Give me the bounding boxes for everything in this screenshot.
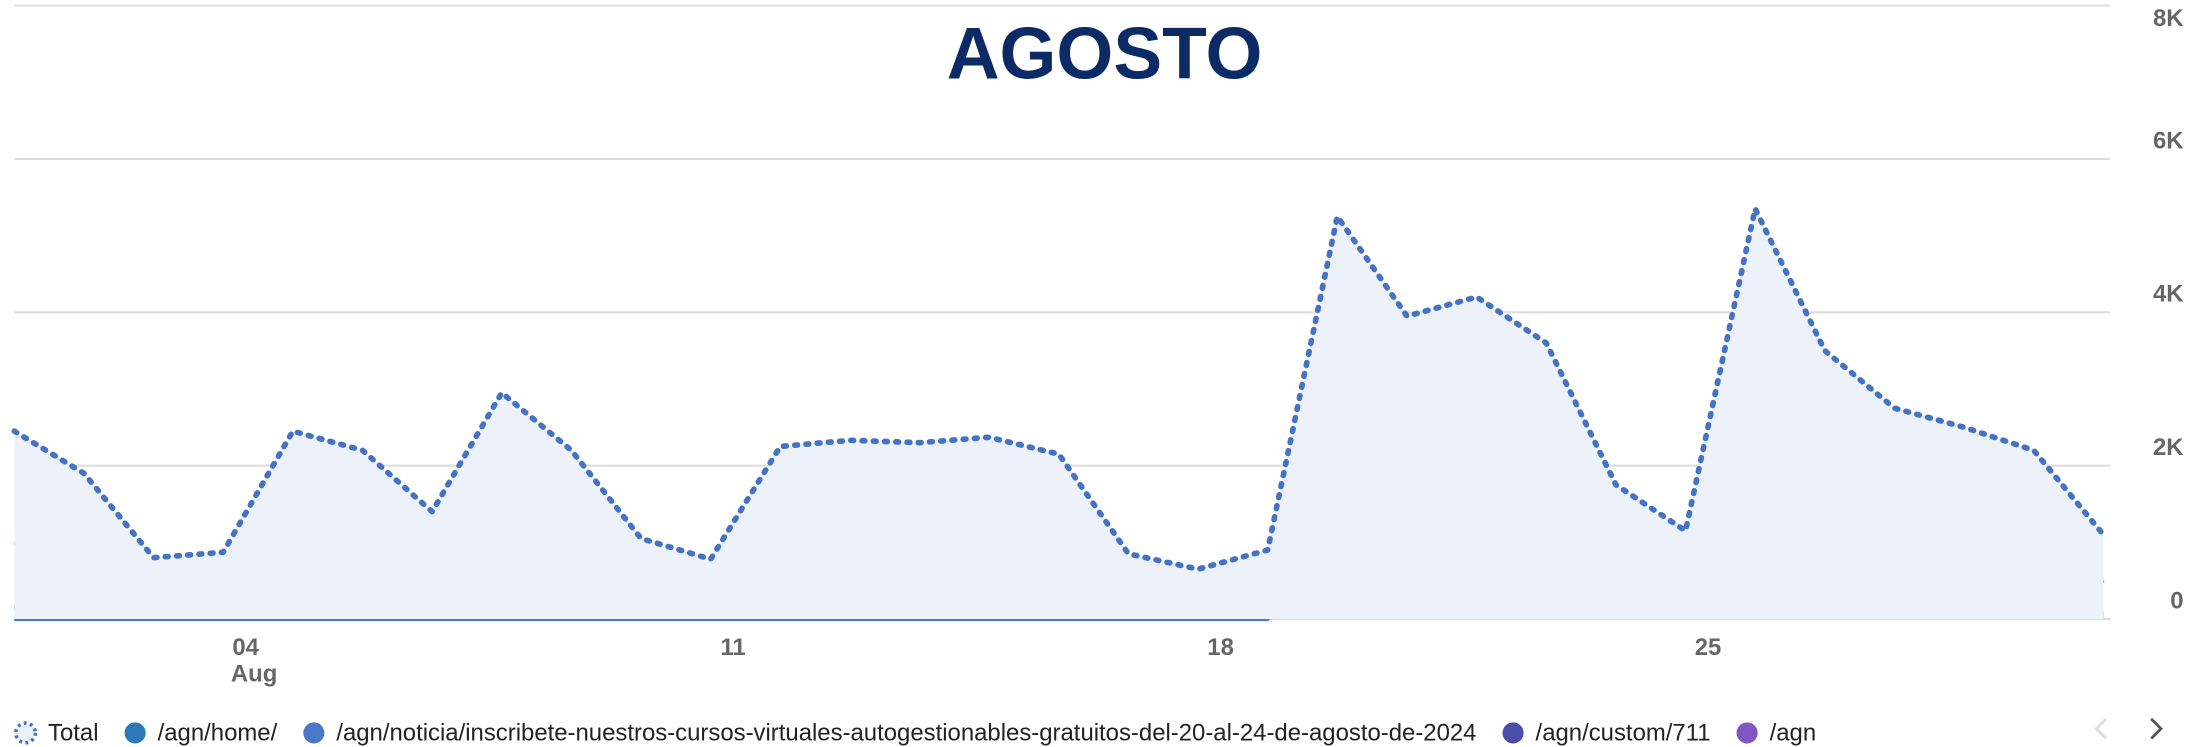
x-tick-label: 25	[1695, 634, 1722, 661]
y-tick-label: 0	[2170, 587, 2183, 614]
legend-swatch	[303, 722, 325, 744]
legend-next[interactable]	[2150, 717, 2164, 740]
legend-label: /agn/noticia/inscribete-nuestros-cursos-…	[336, 720, 1476, 747]
legend-swatch	[13, 721, 38, 745]
legend-label: /agn/home/	[158, 720, 278, 747]
x-month-label: Aug	[231, 661, 277, 688]
x-tick-label: 11	[721, 634, 746, 661]
y-tick-label: 4K	[2153, 281, 2184, 308]
series-line	[11, 205, 2107, 572]
legend-label: /agn	[1770, 720, 1817, 747]
legend-label: Total	[48, 720, 98, 747]
chart-title: AGOSTO	[947, 12, 1263, 94]
legend-swatch	[1736, 722, 1758, 744]
y-tick-label: 2K	[2153, 434, 2184, 461]
x-tick-label: 18	[1207, 634, 1234, 661]
legend-swatch	[1502, 722, 1524, 744]
legend-prev[interactable]	[2094, 717, 2108, 740]
series-area	[14, 208, 2104, 619]
legend-fade	[1983, 710, 2062, 747]
y-tick-label: 6K	[2153, 127, 2184, 154]
y-tick-label: 8K	[2153, 5, 2184, 32]
x-tick-label: 04	[232, 634, 259, 661]
legend-swatch	[124, 722, 146, 744]
legend-label: /agn/custom/711	[1536, 720, 1711, 747]
